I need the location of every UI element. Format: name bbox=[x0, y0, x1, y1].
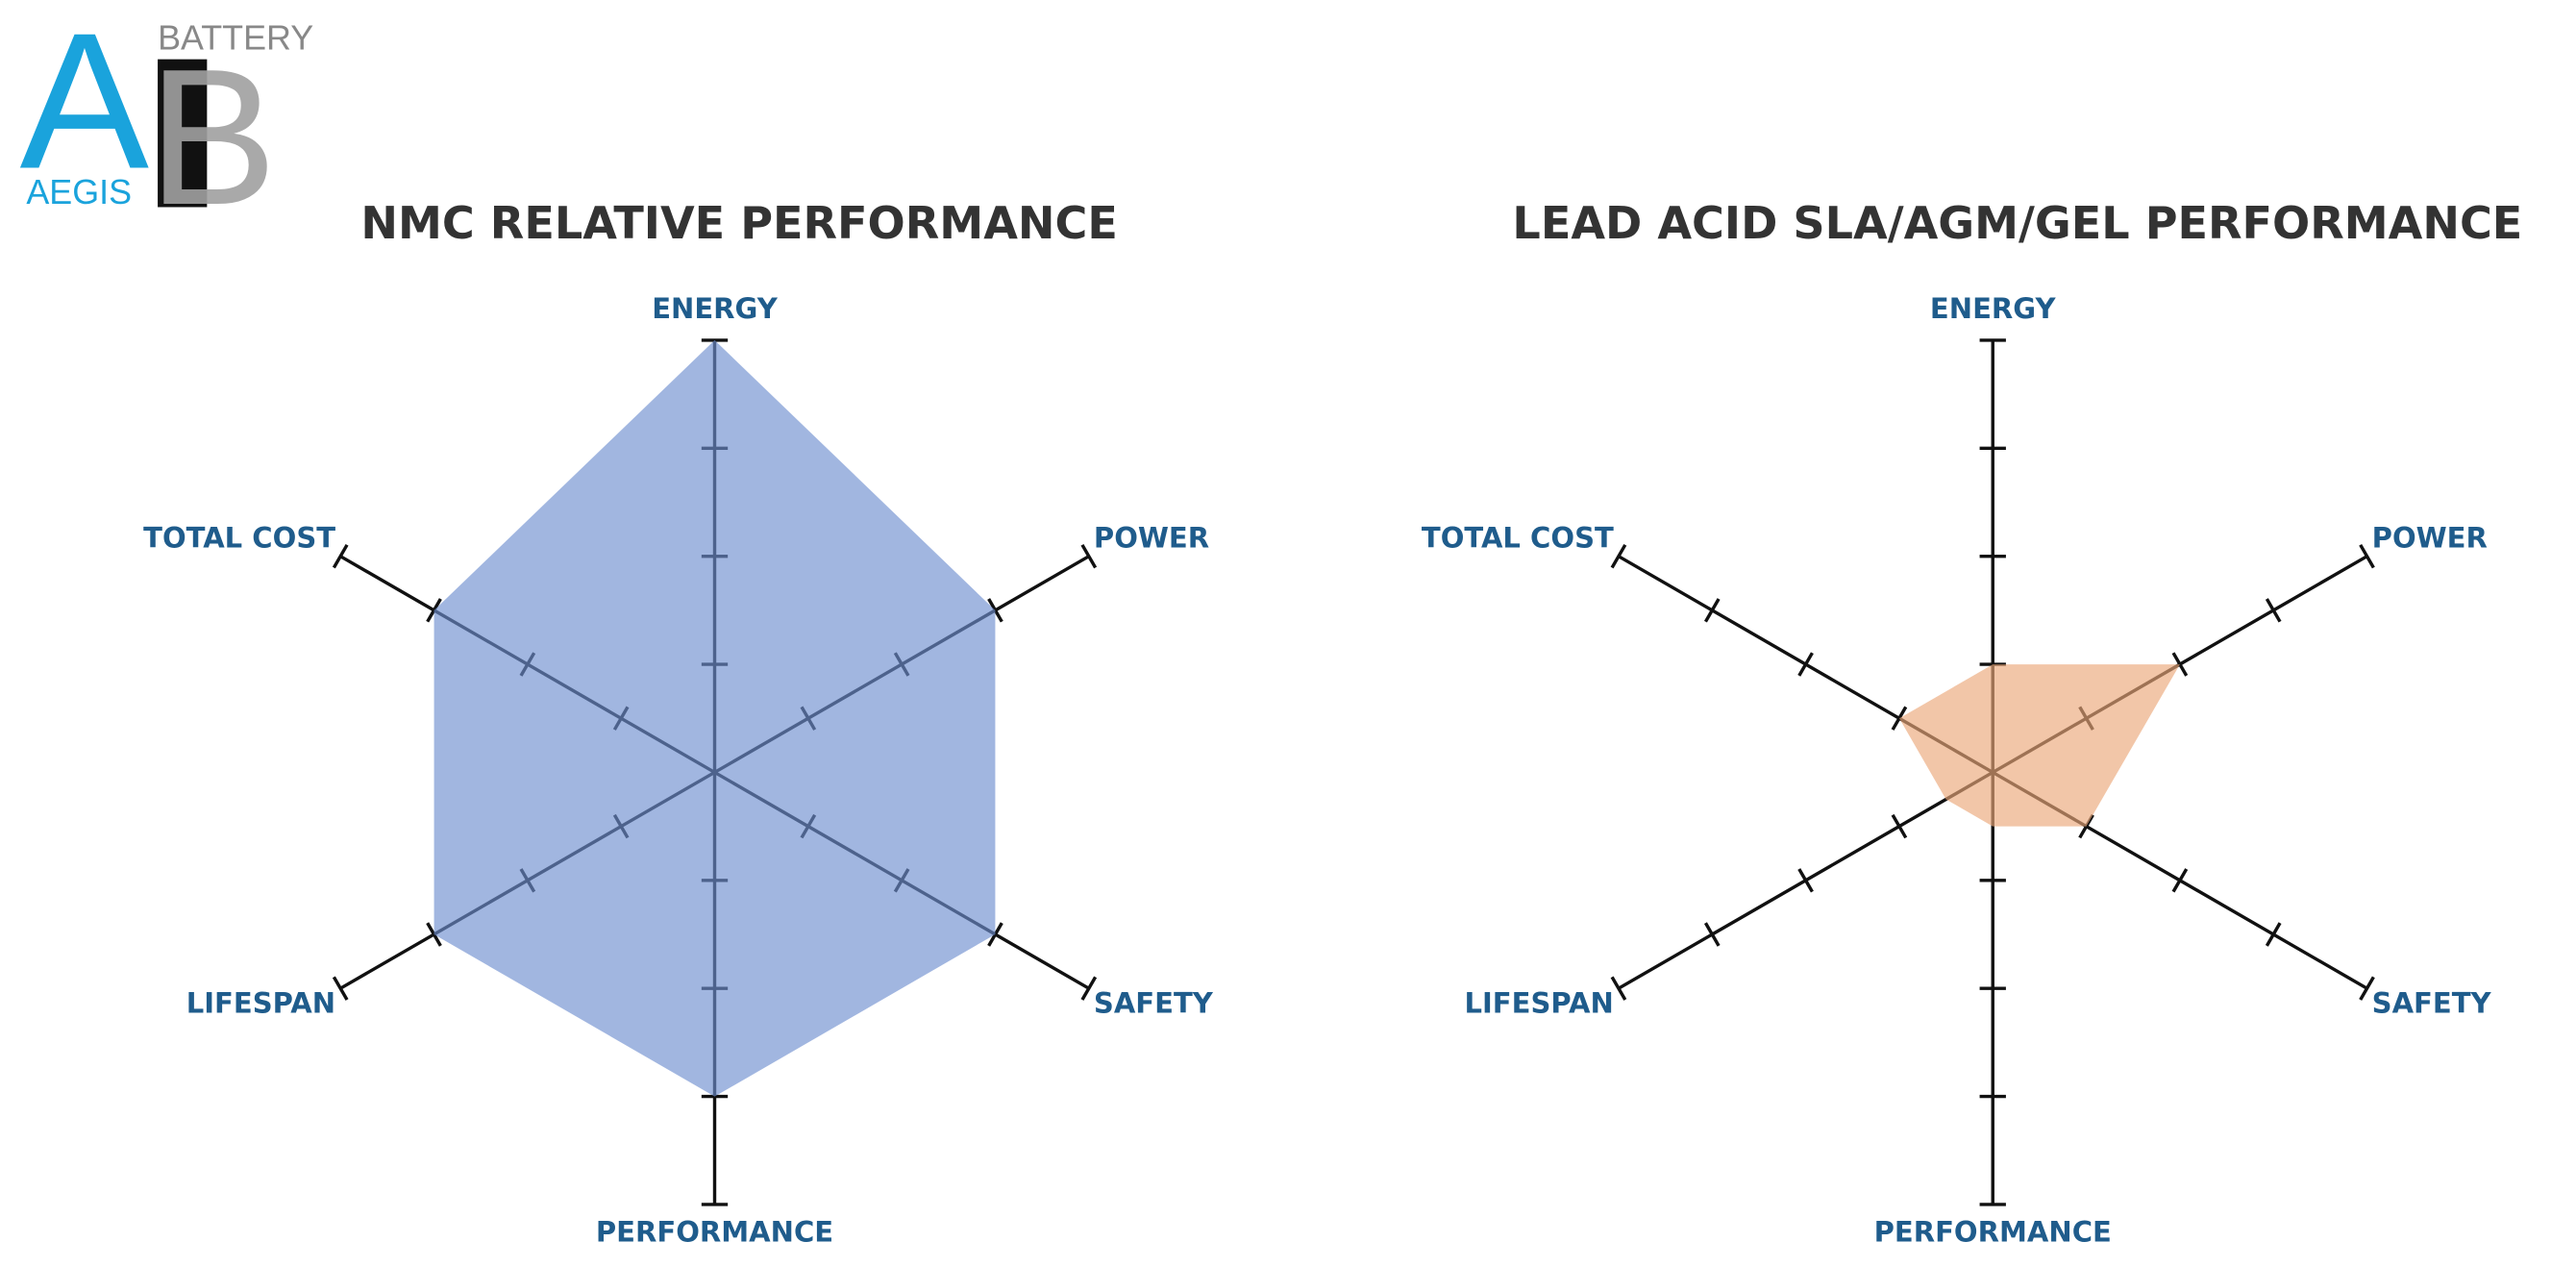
axis-tick bbox=[332, 976, 349, 1001]
chart-title: NMC RELATIVE PERFORMANCE bbox=[360, 197, 1117, 249]
axis-label: ENERGY bbox=[652, 292, 779, 325]
logo-top: BATTERY bbox=[158, 18, 313, 57]
axis-tick bbox=[1080, 543, 1098, 569]
logo-bottom: AEGIS bbox=[26, 173, 132, 211]
axis-tick bbox=[1610, 543, 1627, 569]
logo-bar bbox=[158, 59, 208, 208]
axis-label: PERFORMANCE bbox=[1874, 1216, 2112, 1249]
axis-label: ENERGY bbox=[1930, 292, 2057, 325]
chart-title: LEAD ACID SLA/AGM/GEL PERFORMANCE bbox=[1512, 197, 2522, 249]
axis-tick bbox=[2265, 598, 2282, 623]
axis-tick bbox=[1703, 598, 1721, 623]
axis-label: TOTAL COST bbox=[1422, 522, 1614, 555]
axis-tick bbox=[2171, 868, 2189, 893]
radar-area bbox=[433, 339, 996, 1097]
axis-tick bbox=[1703, 922, 1721, 947]
axis-tick bbox=[426, 922, 442, 947]
axis-tick bbox=[1891, 706, 1908, 731]
axis-tick bbox=[1797, 868, 1814, 893]
axis-tick bbox=[987, 598, 1003, 623]
radar-chart: NMC RELATIVE PERFORMANCE ENERGY POWER SAFET… bbox=[143, 197, 1214, 1249]
axis-tick bbox=[2359, 543, 2375, 569]
logo: A B BATTERY AEGIS bbox=[20, 0, 314, 245]
axis-label: POWER bbox=[1094, 522, 1209, 555]
axis-tick bbox=[1797, 652, 1814, 677]
axis-tick bbox=[2265, 922, 2282, 947]
radar-chart: LEAD ACID SLA/AGM/GEL PERFORMANCE ENERGY P… bbox=[1422, 197, 2522, 1249]
axis-label: LIFESPAN bbox=[1464, 986, 1613, 1019]
axis-label: SAFETY bbox=[2372, 986, 2492, 1019]
radar-area bbox=[1898, 664, 2180, 827]
axis-label: POWER bbox=[2372, 522, 2488, 555]
axis-label: TOTAL COST bbox=[143, 522, 335, 555]
axis-label: SAFETY bbox=[1094, 986, 1214, 1019]
axis-tick bbox=[1891, 813, 1908, 839]
axis-tick bbox=[426, 598, 442, 623]
axis-tick bbox=[2171, 652, 2189, 677]
axis-tick bbox=[1610, 976, 1627, 1001]
logo-b: B bbox=[148, 28, 278, 245]
axis-tick bbox=[987, 922, 1003, 947]
axis-tick bbox=[332, 543, 349, 569]
axis-label: PERFORMANCE bbox=[596, 1216, 833, 1249]
axis-label: LIFESPAN bbox=[186, 986, 335, 1019]
axis-tick bbox=[2359, 976, 2375, 1001]
axis-tick bbox=[1080, 976, 1098, 1001]
logo-a: A bbox=[20, 0, 150, 209]
axis-tick bbox=[2078, 813, 2094, 839]
